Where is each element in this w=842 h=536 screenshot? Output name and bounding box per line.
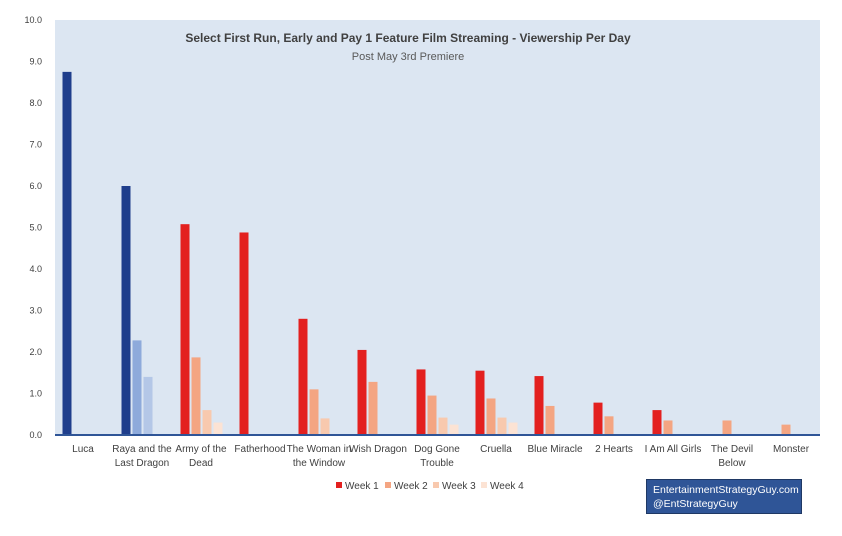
- legend-label: Week 2: [394, 481, 428, 492]
- plot-background: [55, 20, 820, 435]
- bar-week-2: [427, 395, 437, 435]
- x-tick-label: The Devil: [711, 444, 753, 455]
- bar-week-1: [475, 370, 485, 435]
- y-tick-label: 3.0: [29, 306, 42, 316]
- bar-week-2: [132, 340, 142, 435]
- bar-week-1: [416, 369, 426, 435]
- x-tick-label: Wish Dragon: [349, 444, 407, 455]
- chart-title: Select First Run, Early and Pay 1 Featur…: [185, 31, 631, 45]
- bar-week-1: [357, 349, 367, 435]
- bar-week-3: [202, 410, 212, 435]
- x-tick-label: Last Dragon: [115, 458, 169, 469]
- x-tick-label: Dog Gone: [414, 444, 460, 455]
- bar-week-3: [497, 417, 507, 435]
- y-tick-label: 10.0: [24, 15, 42, 25]
- watermark-box: EntertainmentStrategyGuy.com @EntStrateg…: [646, 479, 802, 514]
- y-tick-label: 1.0: [29, 389, 42, 399]
- bar-week-2: [309, 389, 319, 435]
- legend: Week 1 Week 2 Week 3 Week 4: [336, 481, 524, 492]
- bars: [62, 71, 791, 435]
- bar-week-1: [652, 410, 662, 435]
- bar-week-3: [320, 418, 330, 435]
- x-tick-label: Monster: [773, 444, 810, 455]
- x-tick-label: Blue Miracle: [527, 444, 582, 455]
- x-axis-labels: Luca Raya and the Last Dragon Army of the De…: [72, 444, 810, 469]
- x-tick-label: Fatherhood: [234, 444, 285, 455]
- x-tick-label: Army of the: [175, 444, 227, 455]
- y-tick-label: 9.0: [29, 57, 42, 67]
- x-tick-label: Luca: [72, 444, 94, 455]
- legend-label: Week 1: [345, 481, 379, 492]
- bar-week-1: [121, 186, 131, 435]
- bar-week-1: [239, 232, 249, 435]
- x-tick-label: Dead: [189, 458, 213, 469]
- x-tick-label: the Window: [293, 458, 346, 469]
- x-tick-label: Trouble: [420, 458, 454, 469]
- legend-swatch: [385, 482, 391, 488]
- bar-week-2: [722, 420, 732, 435]
- y-tick-label: 8.0: [29, 98, 42, 108]
- y-tick-label: 4.0: [29, 264, 42, 274]
- bar-week-1: [180, 224, 190, 435]
- y-axis-ticks: 0.0 1.0 2.0 3.0 4.0 5.0 6.0 7.0 8.0 9.0 10.0: [24, 15, 42, 440]
- bar-week-3: [143, 376, 153, 435]
- bar-week-2: [368, 381, 378, 435]
- y-tick-label: 0.0: [29, 430, 42, 440]
- legend-label: Week 3: [442, 481, 476, 492]
- bar-week-2: [781, 424, 791, 435]
- bar-week-1: [534, 376, 544, 435]
- watermark-handle: @EntStrategyGuy: [653, 498, 738, 510]
- bar-week-2: [191, 357, 201, 435]
- x-tick-label: 2 Hearts: [595, 444, 633, 455]
- bar-week-2: [545, 405, 555, 435]
- bar-week-2: [663, 420, 673, 435]
- bar-week-3: [438, 417, 448, 435]
- x-tick-label: Cruella: [480, 444, 512, 455]
- x-tick-label: I Am All Girls: [645, 444, 702, 455]
- legend-swatch: [336, 482, 342, 488]
- bar-week-1: [62, 71, 72, 435]
- x-tick-label: Raya and the: [112, 444, 172, 455]
- bar-week-4: [213, 422, 223, 435]
- x-tick-label: Below: [718, 458, 746, 469]
- bar-week-4: [508, 422, 518, 435]
- y-tick-label: 6.0: [29, 181, 42, 191]
- y-tick-label: 2.0: [29, 347, 42, 357]
- y-tick-label: 5.0: [29, 223, 42, 233]
- bar-week-2: [486, 398, 496, 435]
- x-tick-label: The Woman in: [287, 444, 352, 455]
- legend-swatch: [433, 482, 439, 488]
- bar-week-1: [298, 318, 308, 435]
- bar-week-2: [604, 416, 614, 435]
- legend-label: Week 4: [490, 481, 524, 492]
- y-tick-label: 7.0: [29, 140, 42, 150]
- chart-subtitle: Post May 3rd Premiere: [352, 51, 464, 63]
- bar-week-4: [449, 424, 459, 435]
- bar-week-1: [593, 402, 603, 435]
- legend-swatch: [481, 482, 487, 488]
- watermark-site: EntertainmentStrategyGuy.com: [653, 484, 799, 496]
